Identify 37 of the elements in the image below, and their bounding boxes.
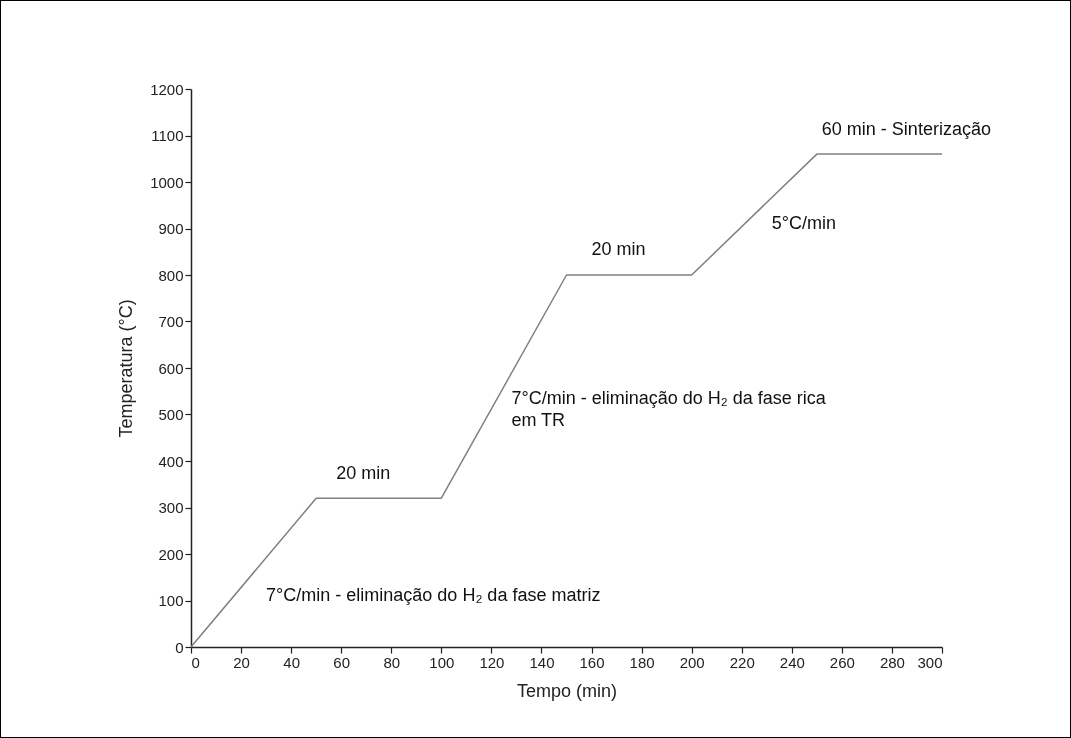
annotation: 20 min [591, 238, 646, 259]
x-tick-label: 100 [429, 653, 455, 671]
x-tick-label: 240 [779, 653, 805, 671]
x-tick-label: 20 [233, 653, 250, 671]
y-tick-label: 1000 [150, 173, 184, 191]
y-tick-label: 900 [158, 220, 184, 237]
x-tick-label: 60 [333, 653, 351, 671]
y-tick-label: 600 [158, 359, 184, 377]
annotation: 7°C/min - eliminação do H₂ da fase matriz [266, 584, 601, 605]
x-tick-label: 300 [917, 653, 943, 671]
y-tick-label: 800 [158, 266, 184, 284]
x-tick-label: 200 [679, 653, 705, 671]
x-tick-label: 260 [829, 653, 855, 671]
y-tick-label: 700 [158, 313, 184, 330]
x-axis-title: Tempo (min) [516, 680, 618, 701]
x-tick-label: 0 [191, 653, 200, 671]
x-tick-label: 280 [879, 653, 905, 671]
x-tick-label: 80 [383, 653, 401, 671]
x-tick-label: 160 [579, 653, 605, 671]
y-tick-label: 0 [175, 638, 184, 656]
annotation: 20 min [336, 463, 391, 484]
y-tick-label: 100 [158, 592, 184, 609]
y-tick-label: 200 [158, 545, 184, 563]
y-tick-label: 1200 [150, 80, 184, 98]
y-axis-title: Temperatura (°C) [116, 299, 137, 438]
annotation: 5°C/min [771, 212, 836, 233]
x-tick-label: 140 [529, 653, 555, 671]
y-tick-label: 400 [158, 452, 184, 470]
annotation: 7°C/min - eliminação do H₂ da fase rica em TR [511, 388, 827, 431]
annotation: 60 min - Sinterização [821, 118, 991, 139]
y-tick-label: 300 [158, 499, 184, 516]
x-tick-label: 220 [729, 653, 755, 671]
x-tick-label: 120 [479, 653, 505, 671]
x-tick-label: 40 [283, 653, 300, 671]
y-tick-label: 500 [158, 406, 184, 423]
x-tick-label: 180 [629, 653, 655, 671]
y-tick-label: 1100 [151, 127, 184, 144]
